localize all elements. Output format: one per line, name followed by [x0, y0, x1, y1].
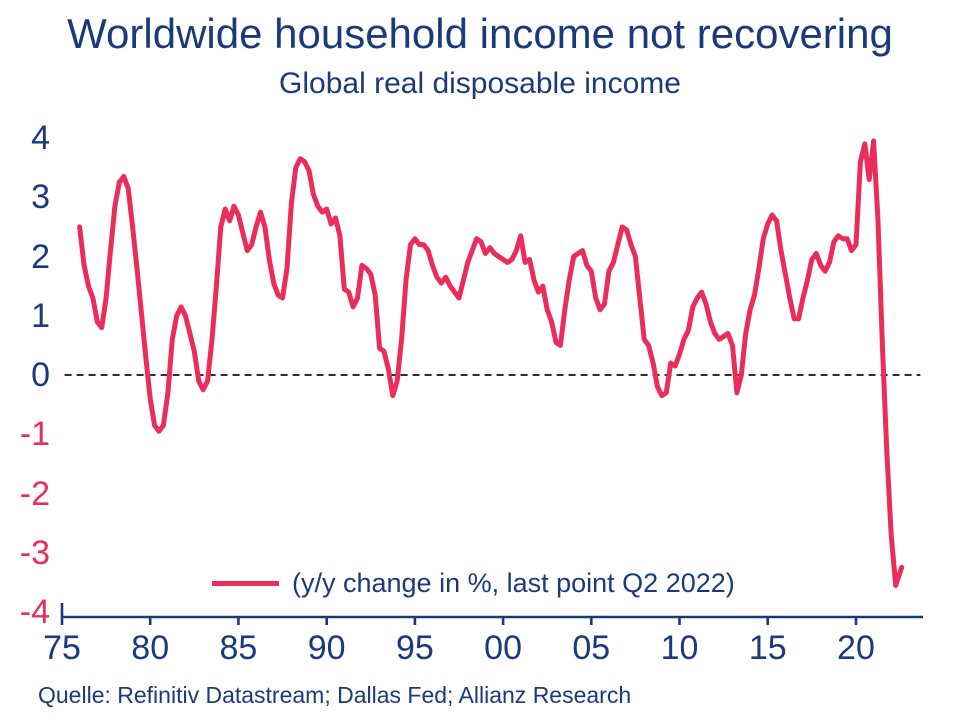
x-axis-label: 85 — [219, 629, 258, 667]
y-axis-label: 0 — [31, 356, 50, 394]
x-axis-label: 20 — [837, 629, 875, 667]
page-title: Worldwide household income not recoverin… — [67, 10, 893, 57]
x-axis-label: 95 — [395, 629, 434, 667]
x-axis-label: 75 — [43, 629, 81, 667]
legend: (y/y change in %, last point Q2 2022) — [212, 568, 735, 599]
x-axis-label: 10 — [660, 629, 699, 667]
y-axis-label: -1 — [19, 415, 50, 454]
x-axis-label: 05 — [572, 629, 611, 667]
y-axis-label: 4 — [31, 119, 50, 157]
x-axis-label: 15 — [748, 629, 787, 667]
arrowhead — [893, 564, 905, 588]
y-axis-label: 1 — [31, 296, 50, 335]
y-axis-label: 2 — [31, 237, 50, 276]
x-axis-label: 00 — [484, 629, 522, 667]
x-axis — [60, 603, 923, 625]
legend-label: (y/y change in %, last point Q2 2022) — [292, 568, 735, 598]
y-axis-label: 3 — [31, 178, 50, 217]
y-axis-label: -2 — [19, 474, 50, 513]
y-axis-label: -4 — [19, 593, 50, 631]
data-line — [77, 138, 899, 588]
y-axis-label: -3 — [19, 533, 50, 572]
x-axis-label: 80 — [131, 629, 170, 667]
source-note: Quelle: Refinitiv Datastream; Dallas Fed… — [38, 682, 632, 708]
chart-subtitle: Global real disposable income — [279, 67, 681, 100]
x-axis-label: 90 — [307, 629, 346, 667]
legend-line-swatch — [212, 581, 279, 586]
